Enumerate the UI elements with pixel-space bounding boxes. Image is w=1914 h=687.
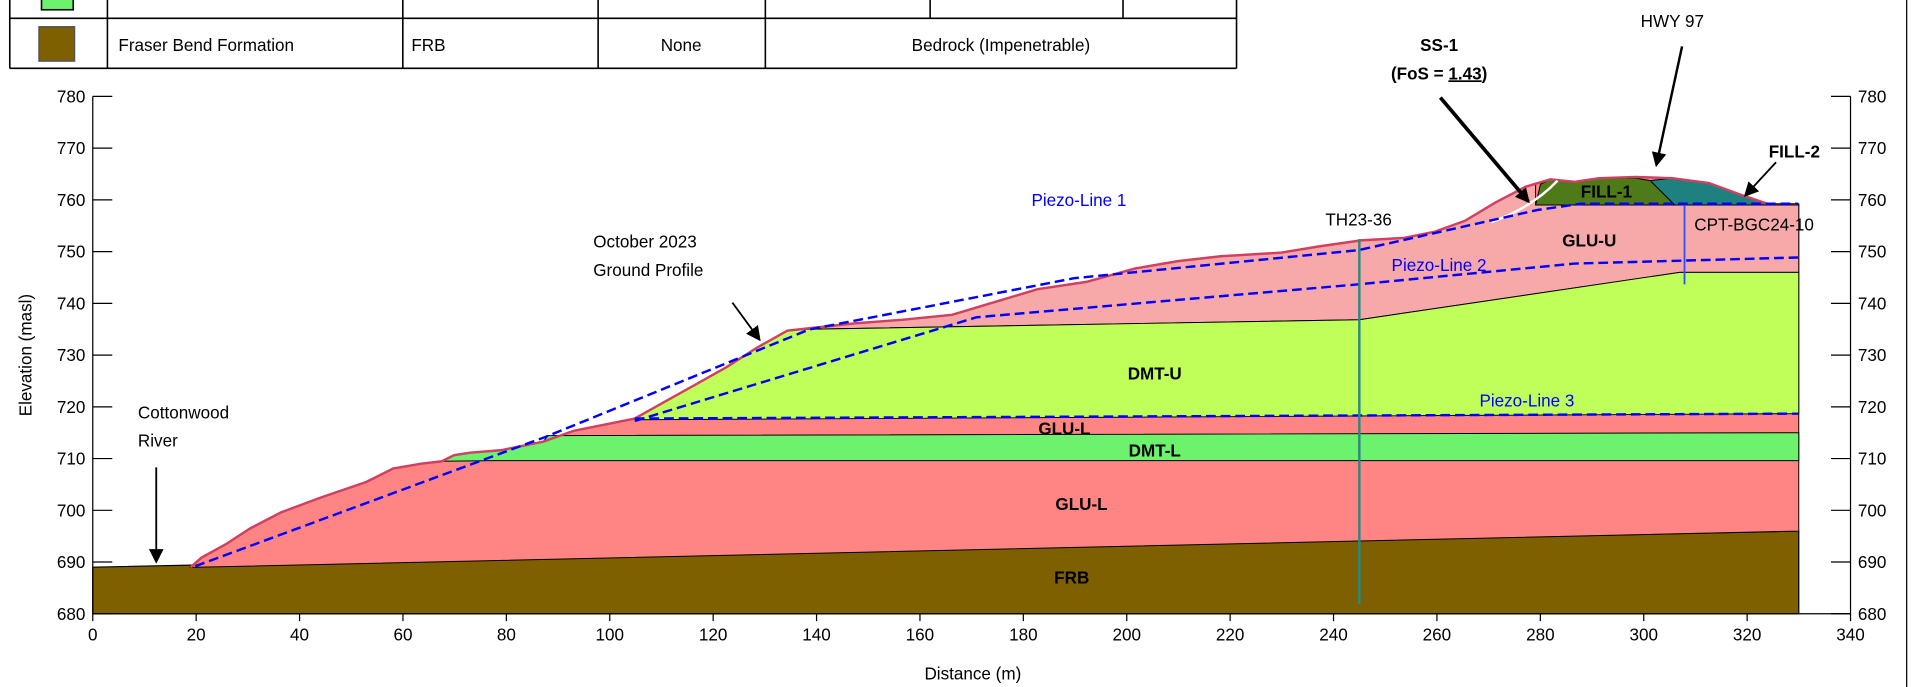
y-tick-label: 780: [57, 88, 86, 107]
y-tick-label: 770: [1858, 139, 1887, 158]
layer-label: GLU-L: [1038, 419, 1090, 438]
annotation: Ground Profile: [593, 261, 703, 280]
layer-label: FILL-2: [1769, 142, 1820, 161]
annotation: SS-1: [1420, 36, 1458, 55]
x-tick-label: 0: [88, 626, 98, 645]
layer-label: DMT-L: [1129, 441, 1181, 460]
x-tick-label: 100: [596, 626, 625, 645]
y-tick-label: 770: [57, 139, 86, 158]
layer-label: GLU-U: [1562, 231, 1616, 250]
x-tick-label: 220: [1216, 626, 1245, 645]
x-tick-label: 140: [802, 626, 831, 645]
annotation: Piezo-Line 1: [1031, 191, 1126, 210]
y-tick-label: 700: [1858, 501, 1887, 520]
annotation: (FoS =: [1391, 64, 1448, 83]
annotation: Piezo-Line 3: [1479, 391, 1574, 410]
annotation: October 2023: [593, 233, 697, 252]
x-tick-label: 340: [1836, 626, 1865, 645]
arrow: [732, 303, 759, 340]
swatch: [39, 27, 74, 61]
y-axis-label: Elevation (masl): [17, 294, 36, 416]
y-tick-label: 750: [1858, 243, 1887, 262]
annotation: 1.43: [1448, 64, 1481, 83]
annotation: HWY 97: [1641, 12, 1704, 31]
cross-section: Fraser Bend Formation FRB None Bedrock (…: [0, 0, 1914, 687]
y-tick-label: 680: [57, 605, 86, 624]
y-tick-label: 780: [1858, 88, 1887, 107]
y-tick-label: 690: [57, 553, 86, 572]
x-tick-label: 60: [393, 626, 412, 645]
x-tick-label: 280: [1526, 626, 1555, 645]
annotation: ): [1482, 64, 1488, 83]
x-tick-label: 40: [290, 626, 309, 645]
x-axis-label: Distance (m): [924, 665, 1021, 684]
y-tick-label: 730: [1858, 346, 1887, 365]
arrow: [1656, 46, 1682, 164]
y-tick-label: 710: [57, 450, 86, 469]
x-tick-label: 260: [1423, 626, 1452, 645]
x-tick-label: 200: [1112, 626, 1141, 645]
x-tick-label: 320: [1733, 626, 1762, 645]
x-tick-label: 120: [699, 626, 728, 645]
annotation: River: [138, 432, 178, 451]
annotation: TH23-36: [1325, 211, 1391, 230]
legend-table: [10, 0, 1237, 68]
layer-label: FRB: [1054, 568, 1089, 587]
y-tick-label: 680: [1858, 605, 1887, 624]
x-tick-label: 180: [1009, 626, 1038, 645]
y-tick-label: 700: [57, 501, 86, 520]
table-cell: Fraser Bend Formation: [118, 36, 294, 55]
y-tick-label: 720: [57, 398, 86, 417]
annotation: (FoS = 1.43): [1391, 64, 1487, 83]
y-tick-label: 740: [1858, 294, 1887, 313]
y-tick-label: 760: [1858, 191, 1887, 210]
annotation: Cottonwood: [138, 404, 229, 423]
y-tick-label: 750: [57, 243, 86, 262]
layer-label: FILL-1: [1581, 183, 1633, 202]
swatch: [42, 0, 74, 10]
y-tick-label: 740: [57, 294, 86, 313]
x-tick-label: 240: [1319, 626, 1348, 645]
x-tick-label: 160: [906, 626, 935, 645]
y-tick-label: 760: [57, 191, 86, 210]
x-tick-label: 300: [1629, 626, 1658, 645]
arrow: [1440, 98, 1528, 202]
y-tick-label: 710: [1858, 450, 1887, 469]
layer-label: GLU-L: [1055, 495, 1107, 514]
y-tick-label: 690: [1858, 553, 1887, 572]
y-tick-label: 720: [1858, 398, 1887, 417]
annotation: CPT-BGC24-10: [1694, 216, 1814, 235]
table-cell: Bedrock (Impenetrable): [912, 36, 1090, 55]
table-cell: None: [661, 36, 702, 55]
x-tick-label: 80: [497, 626, 516, 645]
layer-label: DMT-U: [1128, 364, 1182, 383]
annotation: Piezo-Line 2: [1392, 256, 1487, 275]
table-cell: FRB: [411, 36, 445, 55]
arrow: [1746, 162, 1777, 195]
x-tick-label: 20: [187, 626, 206, 645]
dmt-l-layer: [442, 433, 1799, 462]
y-tick-label: 730: [57, 346, 86, 365]
